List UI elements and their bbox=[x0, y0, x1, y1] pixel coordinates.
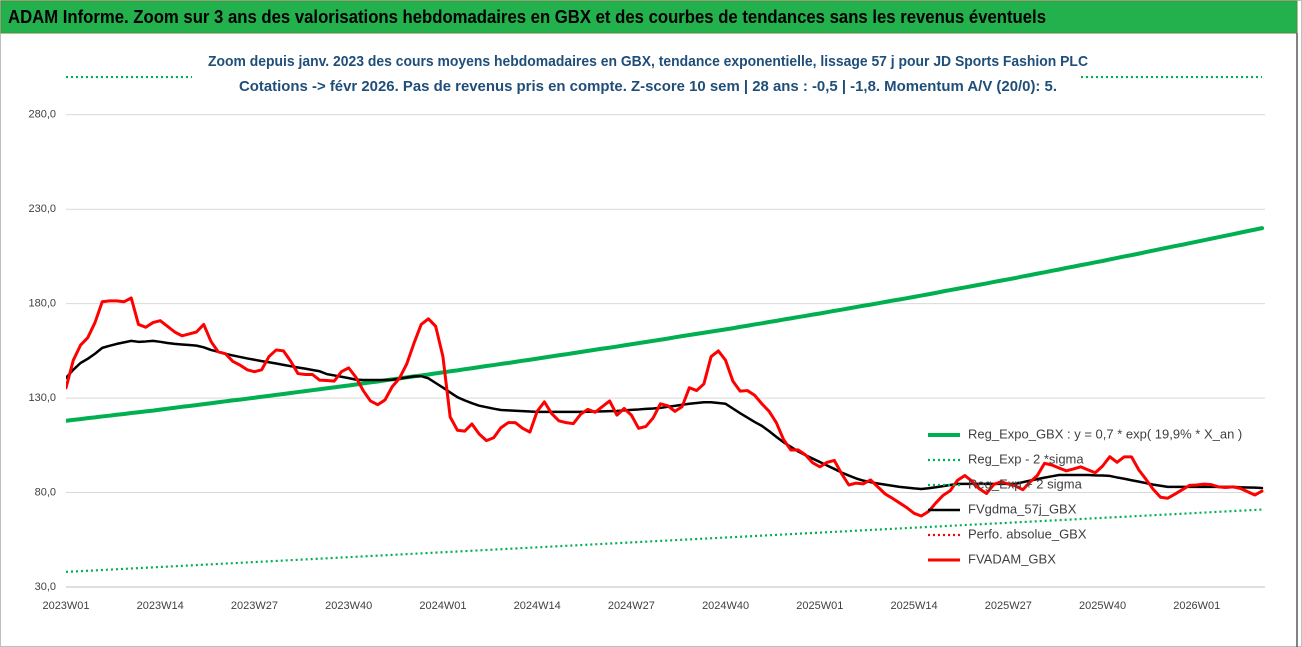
legend-label: Reg_Exp - 2 *sigma bbox=[968, 451, 1084, 466]
x-tick-label: 2023W14 bbox=[137, 600, 184, 612]
grid: 30,0 80,0 130,0 180,0 230,0 280,0 2023W01 2023W… bbox=[28, 109, 1265, 612]
legend-label: FVADAM_GBX bbox=[968, 551, 1056, 566]
x-tick-label: 2024W01 bbox=[419, 600, 466, 612]
x-tick-label: 2024W40 bbox=[702, 600, 749, 612]
subtitle-line: Zoom depuis janv. 2023 des cours moyens … bbox=[208, 53, 1088, 70]
x-tick-label: 2023W27 bbox=[231, 600, 278, 612]
y-tick-label: 280,0 bbox=[28, 109, 56, 121]
x-tick-label: 2025W14 bbox=[891, 600, 938, 612]
x-tick-label: 2025W40 bbox=[1079, 600, 1126, 612]
subtitle-box bbox=[192, 46, 1080, 102]
plot-area bbox=[66, 76, 1264, 573]
x-tick-label: 2023W01 bbox=[42, 600, 89, 612]
x-tick-label: 2024W14 bbox=[514, 600, 561, 612]
chart-title: ADAM Informe. Zoom sur 3 ans des valoris… bbox=[8, 7, 1046, 27]
legend-label: FVgdma_57j_GBX bbox=[968, 501, 1077, 516]
legend-label: Reg_Expo_GBX : y = 0,7 * exp( 19,9% * X_… bbox=[968, 426, 1242, 441]
x-tick-label: 2025W01 bbox=[796, 600, 843, 612]
subtitle-line: Cotations -> févr 2026. Pas de revenus p… bbox=[239, 78, 1057, 95]
legend-label: Perfo. absolue_GBX bbox=[968, 526, 1087, 541]
x-tick-label: 2024W27 bbox=[608, 600, 655, 612]
y-tick-label: 230,0 bbox=[28, 203, 56, 215]
series-line bbox=[66, 226, 1264, 423]
y-tick-label: 30,0 bbox=[35, 581, 56, 593]
x-tick-label: 2023W40 bbox=[325, 600, 372, 612]
y-tick-label: 80,0 bbox=[35, 486, 56, 498]
y-tick-label: 180,0 bbox=[28, 298, 56, 310]
x-tick-label: 2025W27 bbox=[985, 600, 1032, 612]
legend-label: Reg_Exp + 2 sigma bbox=[968, 476, 1083, 491]
series-line bbox=[66, 296, 1264, 518]
title-bar bbox=[0, 0, 1298, 34]
y-tick-label: 130,0 bbox=[28, 392, 56, 404]
legend: Reg_Expo_GBX : y = 0,7 * exp( 19,9% * X_… bbox=[928, 426, 1242, 566]
x-tick-label: 2026W01 bbox=[1173, 600, 1220, 612]
